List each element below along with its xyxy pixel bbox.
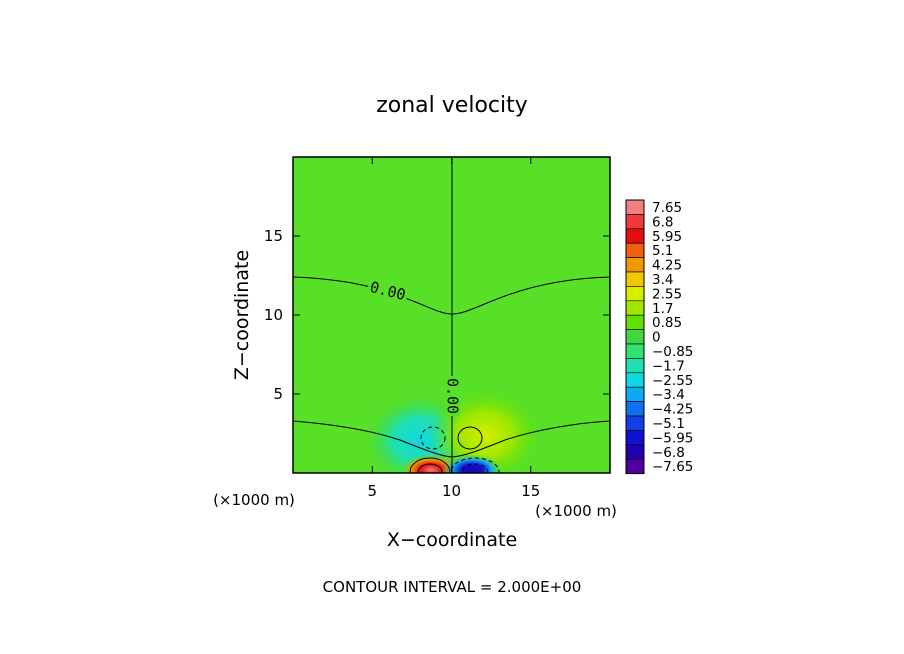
colorbar-cell — [625, 257, 645, 273]
colorbar-cell — [625, 228, 645, 244]
y-tick-label: 15 — [264, 227, 283, 245]
velocity-field: 0.00 0.00 — [293, 157, 610, 473]
colorbar-label: −5.95 — [652, 430, 693, 446]
colorbar-cell — [625, 271, 645, 287]
chart-title: zonal velocity — [376, 93, 528, 118]
contour-negative-core-inner — [461, 463, 489, 473]
colorbar-cell — [625, 430, 645, 446]
colorbar-cell — [625, 343, 645, 359]
colorbar-cell — [625, 358, 645, 374]
contour-negative-core-outer — [450, 457, 500, 473]
colorbar-frame — [625, 199, 645, 475]
y-tick-label: 5 — [273, 385, 283, 403]
colorbar-label: −4.25 — [652, 402, 693, 418]
colorbar-cell — [625, 372, 645, 388]
colorbar-label: 0 — [652, 330, 661, 346]
colorbar-label: −7.65 — [652, 459, 693, 475]
colorbar-label: 5.95 — [652, 229, 682, 245]
x-tick-labels: 5 10 15 — [367, 482, 540, 500]
colorbar-label: 5.1 — [652, 243, 673, 259]
colorbar-label: −2.55 — [652, 373, 693, 389]
y-tick-label: 10 — [264, 306, 283, 324]
contour-negative-upper — [420, 426, 446, 450]
colorbar-label: 2.55 — [652, 286, 682, 302]
colorbar-label: −5.1 — [652, 416, 685, 432]
x-tick-label: 5 — [367, 482, 377, 500]
colorbar-label: −1.7 — [652, 358, 685, 374]
x-tick-label: 10 — [442, 482, 461, 500]
colorbar-cell — [625, 300, 645, 316]
colorbar-label: −6.8 — [652, 445, 685, 461]
colorbar-label: 1.7 — [652, 301, 673, 317]
colorbar-cell — [625, 242, 645, 258]
colorbar-label: 7.65 — [652, 200, 682, 216]
colorbar-label: 3.4 — [652, 272, 673, 288]
colorbar-cell — [625, 286, 645, 302]
x-axis-label: X−coordinate — [387, 529, 517, 551]
colorbar-label: 6.8 — [652, 214, 673, 230]
contour-interval-note: CONTOUR INTERVAL = 2.000E+00 — [323, 578, 582, 596]
colorbar-cell — [625, 214, 645, 230]
colorbar-cell — [625, 386, 645, 402]
colorbar-cell — [625, 458, 645, 474]
colorbar-cell — [625, 314, 645, 330]
colorbar: 7.656.85.955.14.253.42.551.70.850−0.85−1… — [625, 199, 693, 475]
x-unit-label: (×1000 m) — [535, 502, 617, 520]
y-axis-label: Z−coordinate — [231, 250, 253, 380]
colorbar-label: −0.85 — [652, 344, 693, 360]
contour-positive-upper — [457, 426, 483, 450]
colorbar-label: 0.85 — [652, 315, 682, 331]
colorbar-label: −3.4 — [652, 387, 685, 403]
colorbar-cell — [625, 415, 645, 431]
colorbar-label: 4.25 — [652, 258, 682, 274]
colorbar-cell — [625, 444, 645, 460]
y-tick-labels: 5 10 15 — [264, 227, 283, 403]
colorbar-cell — [625, 329, 645, 345]
axis-ticks — [293, 157, 610, 473]
colorbar-cell — [625, 401, 645, 417]
x-tick-label: 15 — [521, 482, 540, 500]
contour-label-vertical: 0.00 — [444, 378, 462, 414]
z-unit-label: (×1000 m) — [213, 491, 295, 509]
contour-positive-core-outer — [409, 457, 451, 473]
negative-core — [442, 454, 502, 473]
colorbar-cell — [625, 199, 645, 215]
contour-positive-core-inner — [417, 463, 443, 473]
